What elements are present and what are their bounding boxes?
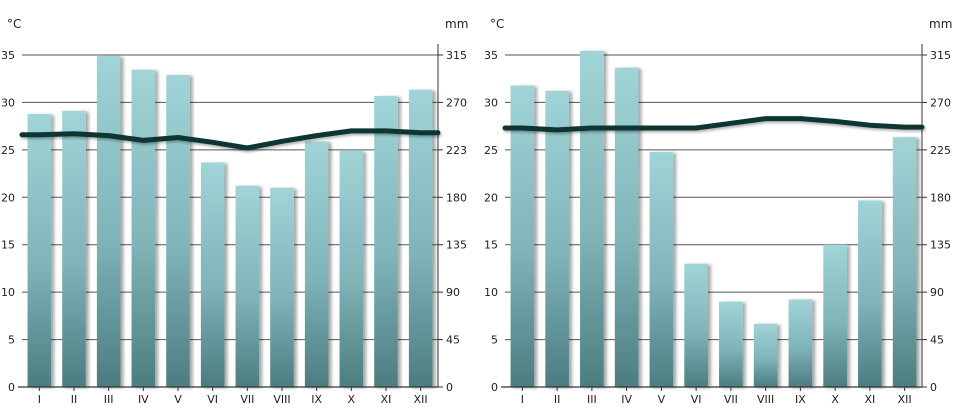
precipitation-bar xyxy=(823,244,847,387)
precipitation-tick-label: 315 xyxy=(446,49,467,62)
temperature-tick-label: 35 xyxy=(484,49,498,62)
precipitation-bar xyxy=(200,162,225,387)
precipitation-tick-label: 225 xyxy=(930,144,951,157)
temperature-tick-label: 0 xyxy=(491,381,498,394)
precipitation-tick-label: 223 xyxy=(446,144,467,157)
precipitation-bar xyxy=(649,151,674,387)
temperature-line xyxy=(19,128,441,151)
month-label: V xyxy=(174,393,182,406)
temperature-tick-label: 30 xyxy=(484,96,498,109)
precipitation-bar xyxy=(131,69,156,387)
precipitation-tick-label: 270 xyxy=(930,96,951,109)
month-label: VII xyxy=(240,393,254,406)
month-label: I xyxy=(521,393,524,406)
precipitation-tick-label: 45 xyxy=(930,334,944,347)
month-label: V xyxy=(658,393,666,406)
precipitation-bar xyxy=(719,301,743,387)
temperature-tick-label: 10 xyxy=(1,286,15,299)
precipitation-tick-label: 45 xyxy=(446,334,460,347)
temperature-tick-label: 10 xyxy=(484,286,498,299)
month-label: VI xyxy=(207,393,218,406)
temperature-tick-label: 25 xyxy=(1,144,15,157)
precipitation-bar xyxy=(580,50,604,388)
precipitation-tick-label: 315 xyxy=(930,49,951,62)
precipitation-bar xyxy=(684,263,708,387)
temperature-tick-label: 25 xyxy=(484,144,498,157)
month-label: IX xyxy=(311,393,322,406)
precipitation-tick-label: 180 xyxy=(446,191,467,204)
month-label: VII xyxy=(724,393,738,406)
temperature-tick-label: 15 xyxy=(1,239,15,252)
precipitation-tick-label: 135 xyxy=(446,239,467,252)
precipitation-bar xyxy=(614,67,639,388)
precipitation-bar xyxy=(753,323,778,387)
precipitation-tick-label: 0 xyxy=(446,381,453,394)
month-label: XII xyxy=(898,393,912,406)
precipitation-tick-label: 0 xyxy=(930,381,937,394)
precipitation-bar xyxy=(858,200,882,387)
month-label: II xyxy=(554,393,561,406)
precipitation-bar xyxy=(62,110,86,387)
temperature-tick-label: 0 xyxy=(8,381,15,394)
precipitation-bar xyxy=(96,56,121,388)
precipitation-tick-label: 270 xyxy=(446,96,467,109)
month-label: IX xyxy=(795,393,806,406)
month-label: X xyxy=(831,393,839,406)
temperature-tick-label: 30 xyxy=(1,96,15,109)
precipitation-bar xyxy=(339,150,364,387)
precipitation-tick-label: 90 xyxy=(930,286,944,299)
month-label: IV xyxy=(138,393,149,406)
temperature-line xyxy=(502,116,925,133)
month-label: II xyxy=(71,393,78,406)
precipitation-bar xyxy=(545,90,569,387)
precipitation-tick-label: 180 xyxy=(930,191,951,204)
temperature-tick-label: 15 xyxy=(484,239,498,252)
temperature-tick-label: 5 xyxy=(491,334,498,347)
precipitation-bar xyxy=(235,185,260,387)
month-label: VIII xyxy=(273,393,290,406)
month-label: IV xyxy=(621,393,632,406)
precipitation-bar xyxy=(270,187,294,387)
left-axis-unit: °C xyxy=(7,17,21,31)
right-axis-unit: mm xyxy=(929,17,952,31)
month-label: III xyxy=(104,393,114,406)
right-axis-unit: mm xyxy=(445,17,468,31)
precipitation-tick-label: 90 xyxy=(446,286,460,299)
temperature-tick-label: 35 xyxy=(1,49,15,62)
precipitation-bar xyxy=(27,114,52,388)
month-label: I xyxy=(38,393,41,406)
precipitation-bar xyxy=(166,75,190,388)
month-label: XII xyxy=(414,393,428,406)
precipitation-bar xyxy=(304,141,329,387)
precipitation-bar xyxy=(788,299,813,387)
precipitation-bar xyxy=(892,137,917,387)
month-label: VIII xyxy=(757,393,774,406)
month-label: XI xyxy=(864,393,875,406)
month-label: III xyxy=(587,393,597,406)
precipitation-bar xyxy=(408,89,433,388)
left-axis-unit: °C xyxy=(490,17,504,31)
temperature-tick-label: 20 xyxy=(484,191,498,204)
temperature-tick-label: 20 xyxy=(1,191,15,204)
precipitation-bar xyxy=(510,85,535,388)
month-label: X xyxy=(348,393,356,406)
precipitation-tick-label: 135 xyxy=(930,239,951,252)
month-label: VI xyxy=(691,393,702,406)
month-label: XI xyxy=(381,393,392,406)
temperature-tick-label: 5 xyxy=(8,334,15,347)
precipitation-bar xyxy=(374,96,398,387)
